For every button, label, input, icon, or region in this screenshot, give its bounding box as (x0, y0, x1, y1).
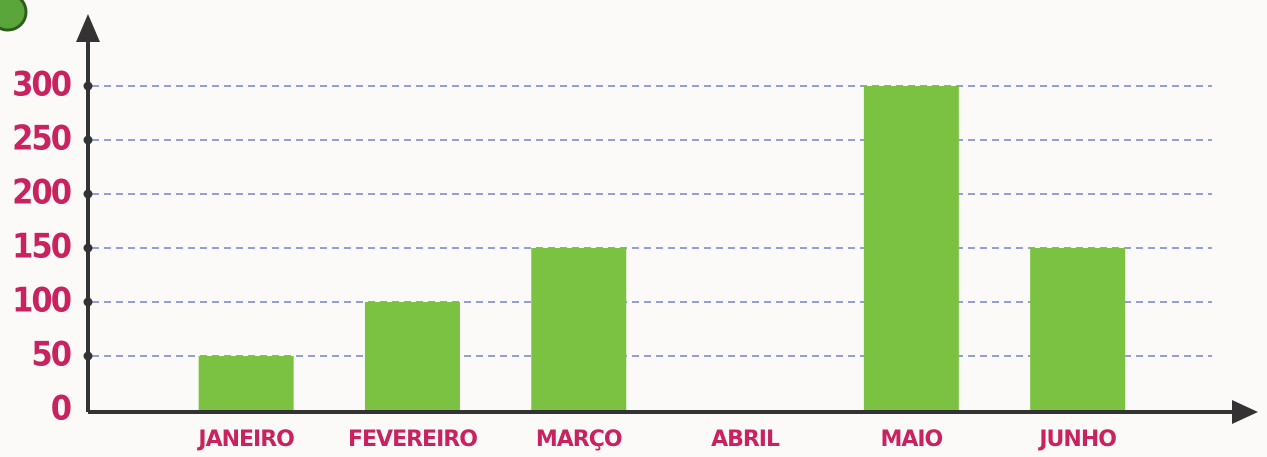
y-tick-label: 150 (12, 227, 71, 267)
x-tick-label: JANEIRO (196, 427, 294, 452)
x-tick-label: MARÇO (536, 427, 622, 452)
bars (198, 86, 1126, 410)
y-tick-label: 250 (12, 119, 71, 159)
x-tick-label: FEVEREIRO (348, 427, 477, 452)
badge (0, 0, 28, 32)
bar (364, 302, 460, 410)
x-axis-arrow (1232, 400, 1258, 424)
y-tick-label: 0 (51, 389, 71, 429)
x-tick-label: JUNHO (1037, 427, 1116, 452)
y-axis-arrow (76, 14, 100, 42)
y-tick-label: 50 (31, 335, 70, 375)
labels: 0 50 100 150 200 250 300 JANEIRO FEVEREIRO MARÇO A… (12, 65, 1117, 453)
x-tick-label: MAIO (880, 427, 942, 452)
bar (198, 356, 294, 410)
bar (531, 248, 627, 410)
bar (863, 86, 959, 410)
y-tick-label: 200 (12, 173, 71, 213)
bar (1030, 248, 1126, 410)
y-tick-label: 300 (12, 65, 71, 105)
y-tick-label: 100 (12, 281, 71, 321)
x-tick-label: ABRIL (711, 427, 780, 452)
